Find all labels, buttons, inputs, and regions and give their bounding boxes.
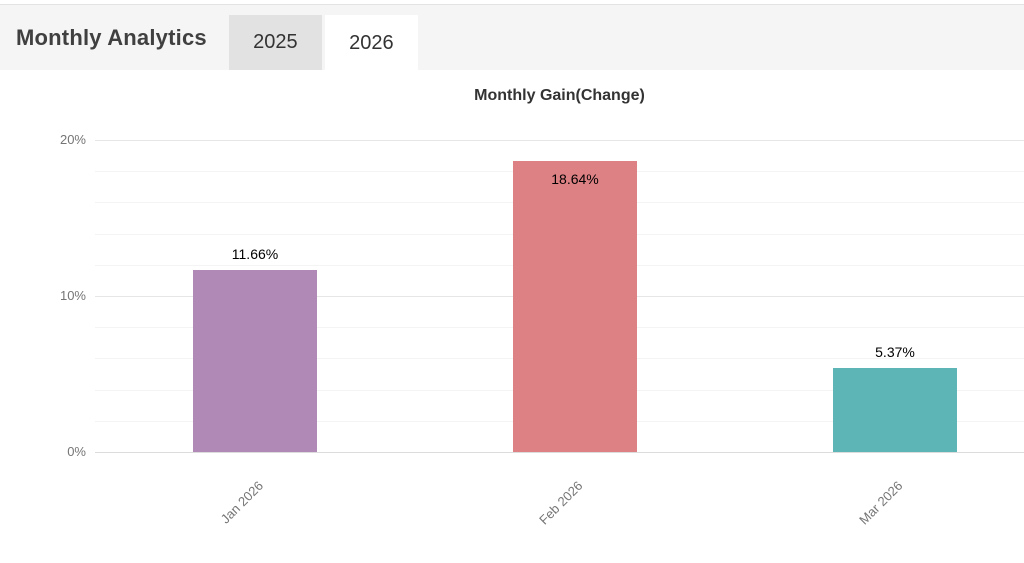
tab-2026[interactable]: 2026 — [324, 15, 418, 71]
x-axis-tick-label: Feb 2026 — [536, 478, 586, 528]
bar-value-label: 5.37% — [875, 344, 915, 361]
page-title: Monthly Analytics — [16, 24, 207, 50]
header-bar: Monthly Analytics 2025 2026 — [0, 4, 1024, 71]
y-axis-tick-label: 10% — [59, 288, 86, 303]
y-axis-tick-label: 20% — [59, 132, 86, 147]
y-axis-tick-label: 0% — [67, 444, 86, 459]
bar-feb-2026[interactable] — [513, 161, 637, 452]
x-axis-tick-label: Mar 2026 — [856, 478, 906, 528]
bar-jan-2026[interactable] — [193, 270, 317, 452]
major-gridline — [95, 452, 1024, 453]
x-axis-tick-label: Jan 2026 — [217, 478, 266, 527]
major-gridline — [95, 140, 1024, 141]
chart-title: Monthly Gain(Change) — [474, 87, 645, 104]
bar-mar-2026[interactable] — [833, 368, 957, 452]
bar-value-label: 11.66% — [231, 246, 279, 263]
bar-value-label: 18.64% — [551, 171, 599, 188]
tab-2025[interactable]: 2025 — [228, 15, 322, 70]
